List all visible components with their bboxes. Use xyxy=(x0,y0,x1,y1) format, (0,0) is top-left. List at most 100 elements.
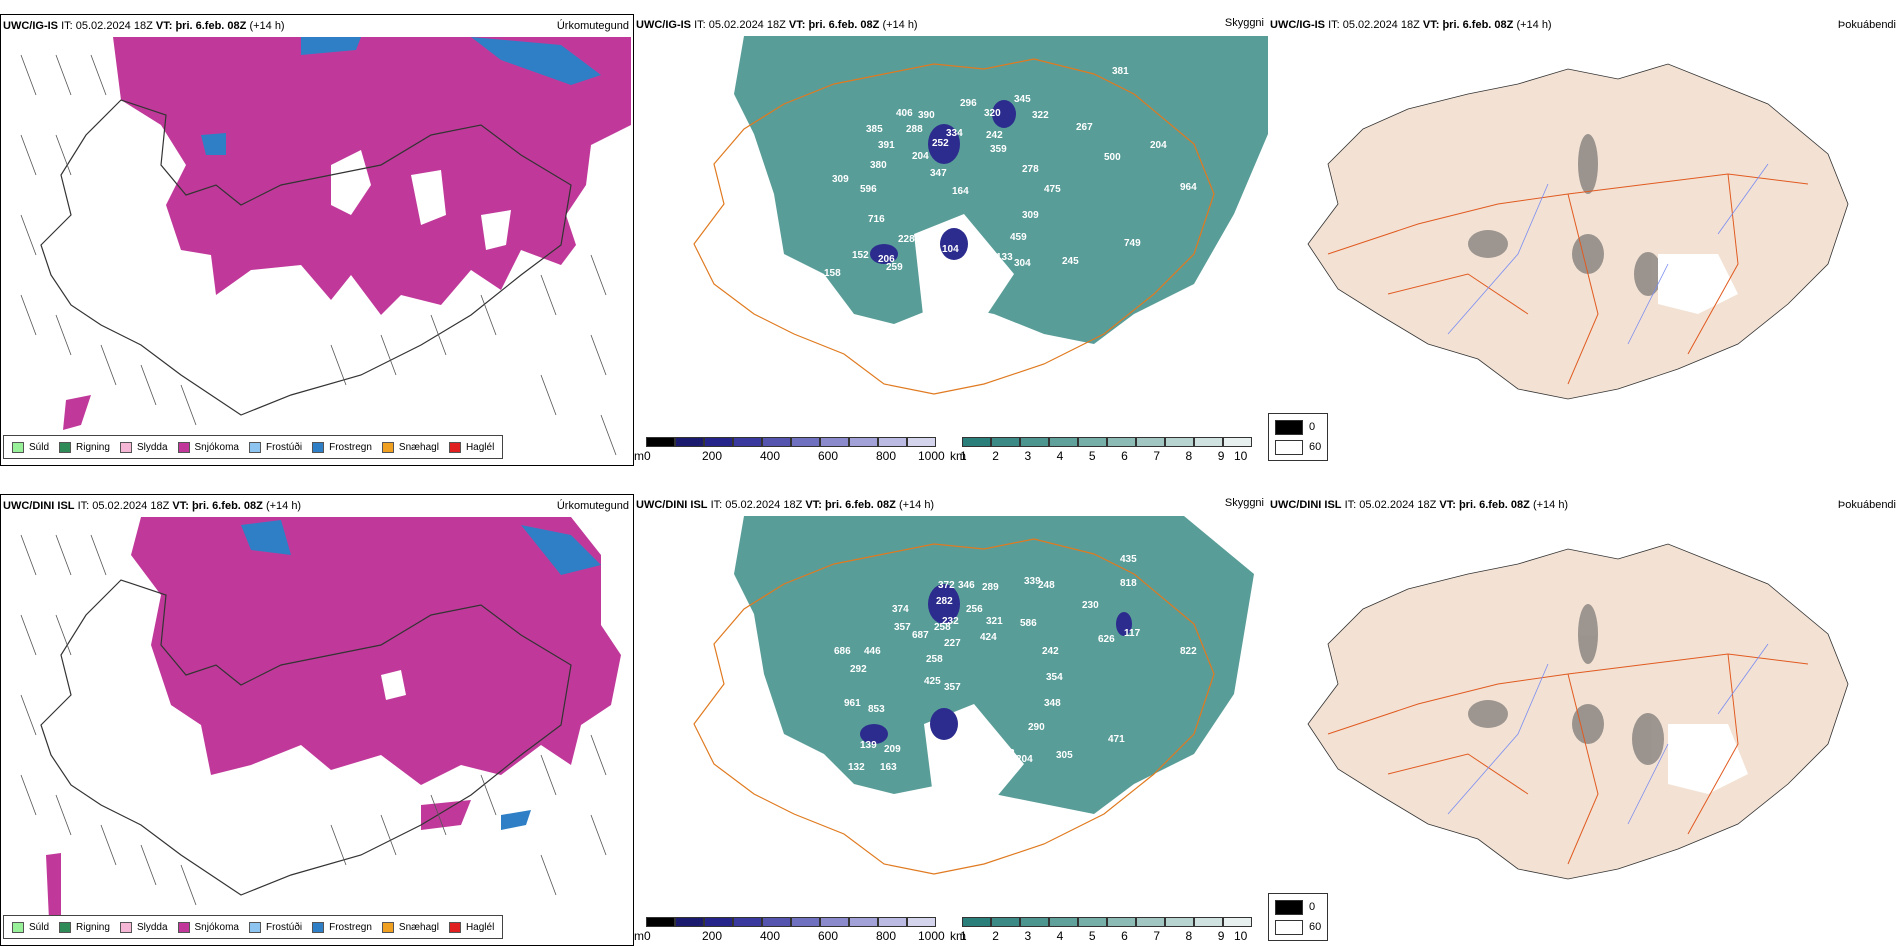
cloud-base-label: 289 xyxy=(982,582,999,593)
colorbar-tick-label: 5 xyxy=(1088,929,1096,943)
colorbar-segment xyxy=(962,437,991,447)
colorbar-tick-label: 8 xyxy=(1185,929,1193,943)
cloud-base-label: 259 xyxy=(886,262,903,273)
cloud-base-label: 232 xyxy=(942,616,959,627)
precip-corner-title-top: Úrkomutegund xyxy=(556,20,629,32)
colorbar-segment xyxy=(1194,437,1223,447)
colorbar-tick-label: 6 xyxy=(1121,449,1128,463)
snow-hole xyxy=(381,670,406,700)
cloud-base-label: 749 xyxy=(1124,238,1141,249)
visibility-field xyxy=(734,36,1268,344)
cloud-base-label: 459 xyxy=(1010,232,1027,243)
colorbar-segment xyxy=(791,917,820,927)
legend-item: Rigning xyxy=(59,441,110,453)
cloud-base-label: 390 xyxy=(918,110,935,121)
cloud-base-label: 391 xyxy=(878,140,895,151)
clear-area xyxy=(1668,724,1748,794)
colorbar-tick-label: 400 xyxy=(760,449,781,463)
cloud-base-label: 309 xyxy=(832,174,849,185)
legend-item: Frostúði xyxy=(248,921,302,933)
coast xyxy=(693,58,1215,395)
land xyxy=(1307,63,1849,400)
colorbar-tick-label: 8 xyxy=(1185,449,1193,463)
colorbar-tick-label: 3 xyxy=(1024,449,1032,463)
cloud-base-label: 282 xyxy=(936,596,953,607)
fog-map-top xyxy=(1307,63,1849,400)
colorbar-tick-label: 2 xyxy=(992,929,999,943)
fog-title-top: UWC/IG-IS IT: 05.02.2024 18Z VT: þri. 6.… xyxy=(1270,19,1552,31)
colorbar-segment xyxy=(820,437,849,447)
cloud-base-label: 227 xyxy=(944,638,961,649)
legend-item: Frostregn xyxy=(312,441,372,453)
colorbar-tick-label: 7 xyxy=(1153,449,1161,463)
cloud-base-label: 435 xyxy=(1120,554,1137,565)
coast xyxy=(40,99,572,416)
cloud-base-label: 104 xyxy=(942,244,959,255)
cloud-corner-title-top: Skyggni xyxy=(1224,17,1264,29)
precip-title-bottom: UWC/DINI ISL IT: 05.02.2024 18Z VT: þri.… xyxy=(3,500,302,512)
precip-panel-top: UWC/IG-IS IT: 05.02.2024 18Z VT: þri. 6.… xyxy=(0,14,634,466)
cloud-base-label: 304 xyxy=(1014,258,1031,269)
cloud-base-label: 961 xyxy=(844,698,861,709)
snow-area xyxy=(113,37,631,315)
colorbar-tick-label: 1000 xyxy=(918,929,945,943)
colorbar-tick-label: 9 xyxy=(1217,449,1225,463)
cloud-base-label: 290 xyxy=(1028,722,1045,733)
cloud-base-label: 346 xyxy=(958,580,975,591)
snow-hole xyxy=(481,210,511,250)
colorbar-tick-label: 10 xyxy=(1234,929,1248,943)
cloud-base-label: 242 xyxy=(1042,646,1059,657)
cloud-base-label: 242 xyxy=(986,130,1003,141)
rivers xyxy=(1447,163,1769,345)
cloud-base-label: 320 xyxy=(984,108,1001,119)
colorbar-tick-label: 9 xyxy=(1217,929,1225,943)
legend-item: Súld xyxy=(12,921,49,933)
colorbar-tick-label: 6 xyxy=(1121,929,1128,943)
fog-map-bottom xyxy=(1307,543,1849,880)
cloud-base-label: 305 xyxy=(1056,750,1073,761)
colorbar-tick-label: 600 xyxy=(818,449,839,463)
fog-panel-bottom: UWC/DINI ISL IT: 05.02.2024 18Z VT: þri.… xyxy=(1268,494,1900,946)
cloud-base-label: 446 xyxy=(864,646,881,657)
colorbar-segment xyxy=(907,917,936,927)
colorbar-segment xyxy=(1020,437,1049,447)
snow-small xyxy=(63,395,91,430)
cloud-base-label: 354 xyxy=(1046,672,1063,683)
legend-item: Slydda xyxy=(119,921,168,933)
fog-key-top: 0 60 xyxy=(1268,413,1328,461)
cloud-base-label: 374 xyxy=(892,604,909,615)
cloud-base-label: 385 xyxy=(866,124,883,135)
cloud-base-colorbar-top: m 0 200 400 600 800 1000 xyxy=(634,437,945,466)
cloud-base-label: 626 xyxy=(1098,634,1115,645)
cloud-base-label: 258 xyxy=(934,622,951,633)
visibility-colorbar-top: km 1 2 3 4 5 6 7 8 9 10 xyxy=(950,437,1255,466)
cloud-base-label: 230 xyxy=(1082,600,1099,611)
cloud-base-label: 278 xyxy=(1022,164,1039,175)
cloud-base-label: 359 xyxy=(990,144,1007,155)
cloud-base-label: 716 xyxy=(868,214,885,225)
cloud-base-label: 133 xyxy=(996,252,1013,263)
cloud-base-blobs xyxy=(870,100,1016,264)
colorbar-segment xyxy=(762,437,791,447)
cloud-base-label: 248 xyxy=(1038,580,1055,591)
legend-item: Frostúði xyxy=(248,441,302,453)
colorbar-segment xyxy=(1107,917,1136,927)
cloud-base-label: 118 xyxy=(958,722,975,733)
colorbar-segment xyxy=(1223,437,1252,447)
colorbar-segment xyxy=(1165,917,1194,927)
colorbar-tick-label: 800 xyxy=(876,449,897,463)
colorbar-segment xyxy=(646,917,675,927)
colorbar-segment xyxy=(1107,437,1136,447)
colorbar-tick-label: 3 xyxy=(1024,929,1032,943)
wind-barbs xyxy=(20,534,607,906)
cloud-base-label: 818 xyxy=(1120,578,1137,589)
colorbar-tick-label: 200 xyxy=(702,929,723,943)
fog-corner-title-top: Þokuábendi xyxy=(1837,19,1896,31)
cloud-base-label: 267 xyxy=(1076,122,1093,133)
precip-title-top: UWC/IG-IS IT: 05.02.2024 18Z VT: þri. 6.… xyxy=(3,20,285,32)
cloud-panel-top: 381 406 390 296 320 345 322 267 385 288 334 242 391 2… xyxy=(634,14,1268,466)
coast xyxy=(693,538,1215,875)
colorbar-segment xyxy=(1049,437,1078,447)
fog-corner-title-bottom: Þokuábendi xyxy=(1837,499,1896,511)
cloud-base-label: 964 xyxy=(1180,182,1197,193)
